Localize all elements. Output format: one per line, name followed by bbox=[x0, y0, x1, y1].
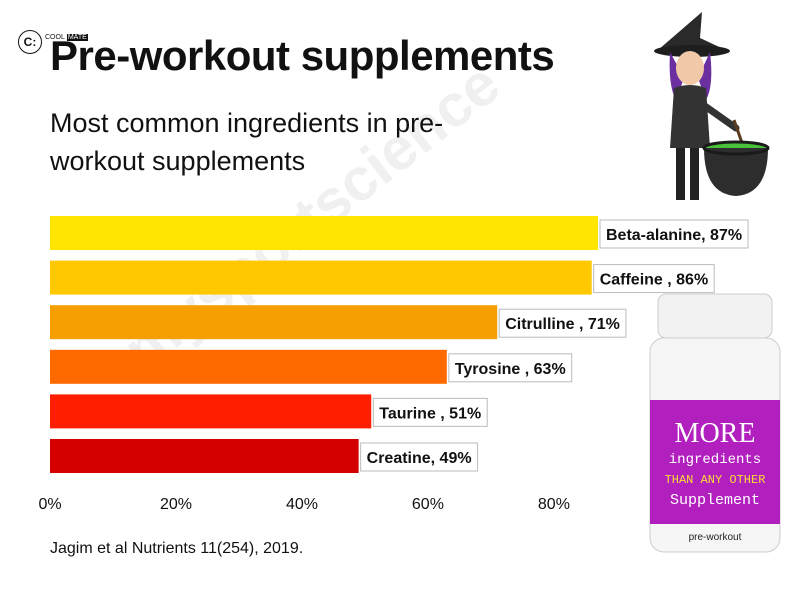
x-tick-label: 80% bbox=[538, 496, 570, 513]
data-label-box-caffeine bbox=[593, 264, 715, 294]
bar-caffeine bbox=[50, 260, 592, 295]
logo-icon: C: bbox=[18, 30, 42, 54]
bar-citrulline bbox=[50, 305, 498, 340]
chart-subtitle: Most common ingredients in pre-workout s… bbox=[50, 108, 444, 176]
page-title: Pre-workout supplements bbox=[50, 32, 555, 79]
bar-taurine bbox=[50, 394, 372, 429]
bottle-label-more: MORE bbox=[675, 418, 756, 449]
source-citation: Jagim et al Nutrients 11(254), 2019. bbox=[50, 540, 304, 557]
data-label-caffeine: Caffeine , 86% bbox=[600, 272, 708, 289]
data-label-box-beta-alanine bbox=[599, 219, 749, 249]
logo: C: COOL MATE bbox=[18, 30, 88, 54]
data-label-creatine: Creatine, 49% bbox=[367, 450, 472, 467]
x-tick-label: 40% bbox=[286, 496, 318, 513]
data-label-box-taurine bbox=[372, 397, 488, 427]
logo-wordmark: COOL MATE bbox=[45, 33, 88, 41]
logo-word-right: MATE bbox=[66, 33, 88, 41]
x-tick-label: 20% bbox=[160, 496, 192, 513]
data-label-beta-alanine: Beta-alanine, 87% bbox=[606, 227, 742, 244]
bottle-label-pre-workout: pre-workout bbox=[689, 532, 742, 543]
bar-tyrosine bbox=[50, 349, 447, 384]
supplement-bottle-illustration: MORE ingredients THAN ANY OTHER Suppleme… bbox=[649, 293, 781, 553]
bottle-label-ingredients: ingredients bbox=[669, 452, 761, 468]
data-label-taurine: Taurine , 51% bbox=[379, 405, 481, 422]
bar-creatine bbox=[50, 439, 359, 473]
bottle-label-than-any-other: THAN ANY OTHER bbox=[665, 473, 766, 487]
bottle-label-supplement: Supplement bbox=[670, 492, 760, 509]
data-label-box-citrulline bbox=[498, 308, 627, 338]
data-label-citrulline: Citrulline , 71% bbox=[505, 316, 620, 333]
bar-beta-alanine bbox=[50, 216, 598, 250]
data-label-tyrosine: Tyrosine , 63% bbox=[455, 361, 566, 378]
witch-illustration bbox=[654, 12, 770, 200]
x-tick-label: 60% bbox=[412, 496, 444, 513]
data-label-box-tyrosine bbox=[448, 353, 573, 383]
data-label-box-creatine bbox=[360, 442, 479, 472]
logo-word-left: COOL bbox=[45, 33, 65, 41]
x-tick-label: 0% bbox=[38, 496, 61, 513]
